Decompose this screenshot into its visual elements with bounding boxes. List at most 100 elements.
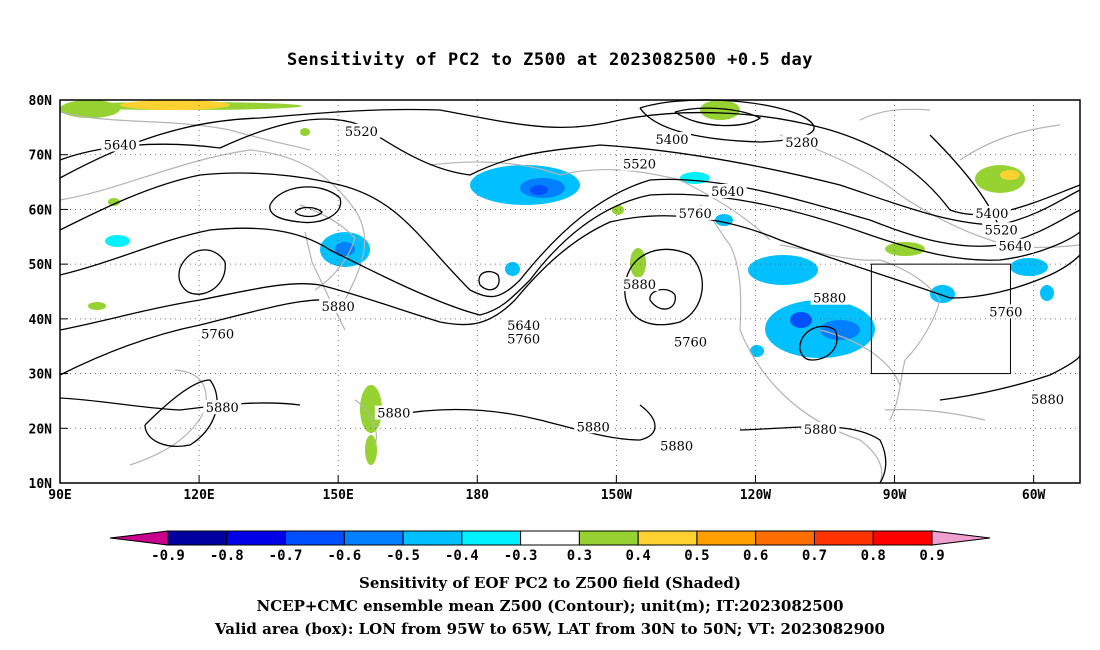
- contour-label: 5640: [711, 185, 744, 200]
- contour-label-bg: [198, 326, 237, 341]
- z500-contours: [59, 99, 1081, 484]
- lat-label: 10N: [29, 477, 53, 492]
- lat-label: 70N: [29, 149, 53, 164]
- colorbar-tick-label: 0.4: [626, 548, 651, 564]
- contour-label-bg: [982, 222, 1021, 237]
- colorbar-tick-label: -0.7: [269, 548, 303, 564]
- colorbar-tick-label: 0.9: [919, 548, 944, 564]
- colorbar-cell: [461, 530, 522, 546]
- lat-label: 60N: [29, 203, 53, 218]
- contour-label-bg: [342, 123, 381, 138]
- lon-label: 180: [466, 488, 490, 503]
- colorbar-tick-label: 0.8: [861, 548, 886, 564]
- contour-label: 5760: [989, 305, 1022, 320]
- colorbar-cell: [578, 530, 639, 546]
- contour-label-bg: [972, 205, 1011, 220]
- colorbar-cell: [637, 530, 698, 546]
- contour-label-bg: [996, 238, 1035, 253]
- contour-label: 5880: [813, 292, 846, 307]
- contour-label-bg: [676, 205, 715, 220]
- colorbar-tick-label: 0.6: [743, 548, 768, 564]
- contour-label-bg: [620, 277, 659, 292]
- colorbar-cell: [343, 530, 404, 546]
- contour-label-bg: [504, 331, 543, 346]
- contour-label: 5880: [804, 423, 837, 438]
- lon-label: 90E: [48, 488, 71, 503]
- contour-label-bg: [708, 184, 747, 199]
- map-frame: [59, 99, 1081, 484]
- lon-label: 150E: [323, 488, 354, 503]
- contour-label: 5640: [104, 139, 137, 154]
- contour-label: 5880: [577, 420, 610, 435]
- contour-label-bg: [986, 304, 1025, 319]
- lat-label: 30N: [29, 368, 53, 383]
- contour-label-bg: [319, 298, 358, 313]
- contour-label: 5880: [322, 300, 355, 315]
- colorbar-cell: [755, 530, 815, 546]
- colorbar-tick-label: 0.7: [802, 548, 827, 564]
- contour-label: 5880: [1031, 393, 1064, 408]
- colorbar-tick-label: -0.9: [151, 548, 185, 564]
- valid-area-box: [870, 263, 1011, 375]
- contour-label-bg: [374, 405, 413, 420]
- contour-label-bg: [657, 438, 696, 453]
- colorbar-cell: [872, 530, 933, 546]
- contour-label-bg: [574, 419, 613, 434]
- lon-label: 120E: [183, 488, 214, 503]
- contour-label-bg: [810, 290, 849, 305]
- contour-label: 5880: [377, 407, 410, 422]
- colorbar-tick-label: -0.8: [210, 548, 244, 564]
- footer-line-1: Sensitivity of EOF PC2 to Z500 field (Sh…: [359, 574, 741, 592]
- contour-label: 5760: [507, 333, 540, 348]
- lat-label: 50N: [29, 258, 53, 273]
- colorbar-tick-label: -0.4: [445, 548, 479, 564]
- colorbar-cell: [520, 530, 580, 546]
- contour-label-bg: [801, 422, 840, 437]
- contour-label: 5400: [655, 133, 688, 148]
- contour-label-bg: [653, 132, 691, 147]
- contour-label: 5880: [623, 278, 656, 293]
- lon-label: 60W: [1022, 488, 1046, 503]
- colorbar-cell: [285, 530, 345, 546]
- colorbar-tick-label: -0.6: [327, 548, 361, 564]
- contour-label-bg: [1028, 391, 1067, 406]
- contour-label: 5280: [785, 136, 818, 151]
- contour-label: 5760: [674, 335, 707, 350]
- colorbar-tick-label: 0.5: [684, 548, 709, 564]
- contour-label: 5520: [345, 125, 378, 140]
- colorbar-left-triangle: [109, 530, 169, 546]
- contour-label: 5520: [985, 223, 1018, 238]
- contour-label-bg: [782, 134, 821, 149]
- colorbar-cell: [402, 530, 463, 546]
- contour-label: 5760: [679, 207, 712, 222]
- colorbar-cell: [167, 530, 228, 546]
- colorbar-tick-label: -0.5: [386, 548, 420, 564]
- contour-label-bg: [671, 334, 710, 349]
- coastlines: [59, 108, 1081, 484]
- colorbar-tick-label: -0.3: [504, 548, 538, 564]
- colorbar: -0.9 -0.8 -0.7 -0.6 -0.5 -0.4 -0.3 0.3 0.4 0.5 0.6…: [109, 530, 991, 564]
- contour-label-bg: [620, 156, 659, 171]
- lat-label: 80N: [29, 94, 53, 109]
- contour-label: 5520: [623, 158, 656, 173]
- sensitivity-shading: [60, 100, 1054, 465]
- lat-label: 20N: [29, 422, 53, 437]
- contour-label-bg: [101, 137, 140, 152]
- footer-line-2: NCEP+CMC ensemble mean Z500 (Contour); u…: [256, 597, 844, 615]
- lat-label: 40N: [29, 313, 53, 328]
- colorbar-cell: [226, 530, 287, 546]
- contour-label: 5760: [201, 327, 234, 342]
- contour-label: 5640: [999, 240, 1032, 255]
- colorbar-cell: [813, 530, 874, 546]
- contour-label-bg: [203, 400, 242, 415]
- contour-label: 5880: [660, 439, 693, 454]
- chart-title: Sensitivity of PC2 to Z500 at 2023082500…: [286, 50, 813, 70]
- colorbar-tick-label: 0.3: [567, 548, 592, 564]
- lon-label: 90W: [883, 488, 907, 503]
- lon-label: 120W: [740, 488, 771, 503]
- contour-label: 5640: [507, 319, 540, 334]
- lon-label: 150W: [601, 488, 632, 503]
